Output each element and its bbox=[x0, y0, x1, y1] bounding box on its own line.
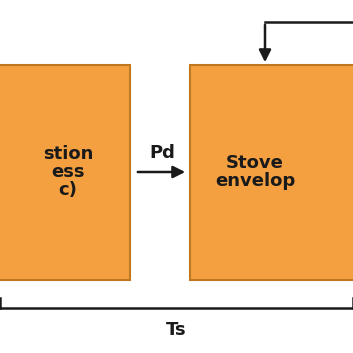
Text: Ts: Ts bbox=[166, 321, 186, 339]
Text: c): c) bbox=[59, 181, 77, 199]
Text: envelop: envelop bbox=[215, 172, 295, 190]
Text: Pd: Pd bbox=[149, 144, 175, 162]
Text: ess: ess bbox=[51, 163, 85, 181]
Bar bbox=[0, 65, 130, 280]
Bar bbox=[190, 65, 353, 280]
Text: stion: stion bbox=[43, 145, 93, 163]
Text: Stove: Stove bbox=[226, 154, 284, 172]
